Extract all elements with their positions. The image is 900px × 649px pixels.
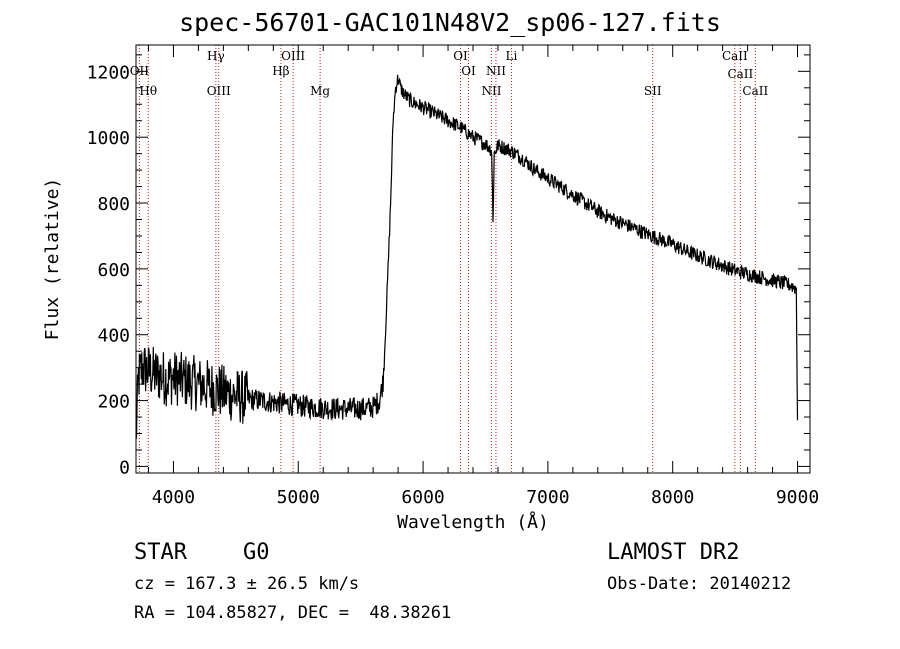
redshift-velocity: cz = 167.3 ± 26.5 km/s [134, 574, 360, 594]
y-tick-label: 800 [97, 194, 130, 215]
y-tick-label: 1000 [87, 128, 130, 149]
line-marker-label: OIII [207, 84, 231, 98]
line-marker-label: NII [481, 84, 501, 98]
line-marker-label: NII [486, 64, 506, 78]
line-marker-labels: OIIHθHγOIIIHβOIIIMgOIOINIINIILiSIICaIICa… [130, 49, 769, 98]
line-marker-label: OIII [281, 49, 305, 63]
line-marker-label: CaII [727, 67, 753, 81]
observation-date: Obs-Date: 20140212 [607, 574, 792, 594]
y-tick-label: 1200 [87, 62, 130, 83]
survey-name: LAMOST DR2 [607, 540, 740, 565]
line-markers [138, 45, 756, 473]
chart-title: spec-56701-GAC101N48V2_sp06-127.fits [179, 8, 721, 37]
spectrum-line [135, 74, 799, 439]
x-tick-label: 5000 [277, 487, 320, 508]
x-tick-label: 6000 [401, 487, 444, 508]
sky-coordinates: RA = 104.85827, DEC = 48.38261 [134, 603, 452, 623]
x-axis-label: Wavelength (Å) [397, 511, 549, 533]
line-marker-label: Hθ [139, 84, 157, 98]
x-tick-label: 8000 [651, 487, 694, 508]
line-marker-label: Hγ [207, 49, 225, 63]
y-tick-label: 200 [97, 392, 130, 413]
y-tick-label: 600 [97, 260, 130, 281]
y-axis-ticks: 0 200 400 600 800 1000 1200 [87, 54, 810, 478]
y-axis-label: Flux (relative) [42, 178, 63, 341]
line-marker-label: CaII [722, 49, 748, 63]
x-tick-label: 4000 [152, 487, 195, 508]
line-marker-label: SII [644, 84, 662, 98]
line-marker-label: Hβ [272, 64, 289, 78]
line-marker-label: OI [453, 49, 468, 63]
line-marker-label: OI [461, 64, 476, 78]
object-subclass: G0 [243, 540, 270, 565]
line-marker-label: Mg [310, 84, 330, 98]
line-marker-label: Li [506, 49, 518, 63]
line-marker-label: CaII [742, 84, 768, 98]
y-tick-label: 0 [119, 457, 130, 478]
x-tick-label: 9000 [776, 487, 819, 508]
x-axis-ticks: 4000 5000 6000 7000 8000 9000 [147, 45, 819, 508]
object-type: STAR [134, 540, 187, 565]
x-tick-label: 7000 [526, 487, 569, 508]
spectrum-chart: OIIHθHγOIIIHβOIIIMgOIOINIINIILiSIICaIICa… [42, 44, 819, 533]
y-tick-label: 400 [97, 326, 130, 347]
